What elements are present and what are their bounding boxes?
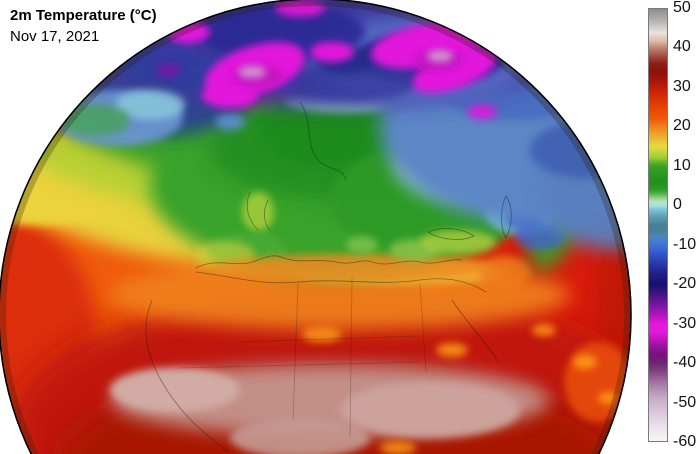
- map-date: Nov 17, 2021: [10, 28, 100, 45]
- map-title-block: 2m Temperature (°C) Nov 17, 2021: [10, 6, 157, 47]
- map-title: 2m Temperature (°C): [10, 7, 157, 24]
- globe-rim: [0, 0, 632, 454]
- coastline-borders: [145, 101, 512, 453]
- colorbar-gradient: [648, 8, 668, 442]
- globe-limb-shading: [0, 0, 630, 454]
